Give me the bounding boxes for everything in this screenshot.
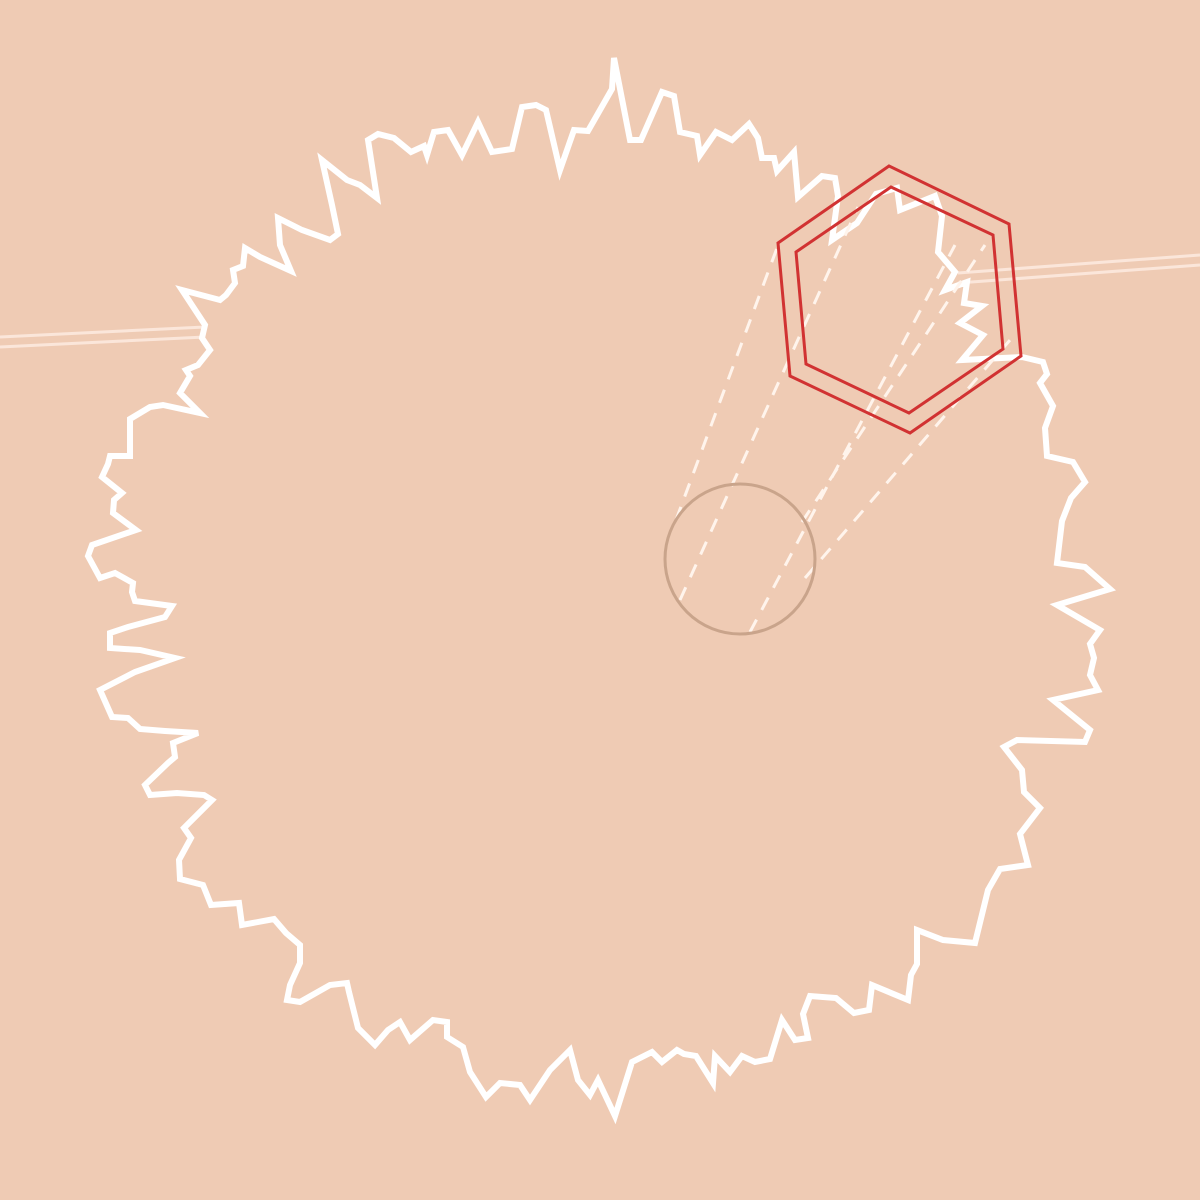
hex-selector-inner: [794, 185, 1005, 415]
guide-lines: [674, 206, 1012, 633]
target-circle-icon[interactable]: [663, 482, 817, 636]
hex-selector-outer: [776, 164, 1023, 435]
planet-outline-icon: [84, 57, 1117, 1125]
hex-selector-icon[interactable]: [776, 164, 1023, 435]
left-rail: [0, 325, 206, 349]
